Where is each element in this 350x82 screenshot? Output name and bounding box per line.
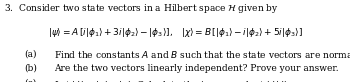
Text: (c): (c) — [24, 79, 36, 82]
Text: Let $|\phi\rangle = |\psi\rangle + |\chi\rangle$. Calculate the inner product $\: Let $|\phi\rangle = |\psi\rangle + |\chi… — [54, 79, 292, 82]
Text: 3.  Consider two state vectors in a Hilbert space $\mathcal{H}$ given by: 3. Consider two state vectors in a Hilbe… — [4, 2, 279, 15]
Text: (b): (b) — [24, 64, 37, 73]
Text: Are the two vectors linearly independent? Prove your answer.: Are the two vectors linearly independent… — [54, 64, 339, 73]
Text: $|\psi\rangle = A\,[i|\phi_1\rangle + 3i|\phi_2\rangle - |\phi_3\rangle],$$\;\;\: $|\psi\rangle = A\,[i|\phi_1\rangle + 3i… — [48, 26, 302, 39]
Text: Find the constants $A$ and $B$ such that the state vectors are normalized.: Find the constants $A$ and $B$ such that… — [54, 49, 350, 60]
Text: (a): (a) — [24, 49, 36, 58]
